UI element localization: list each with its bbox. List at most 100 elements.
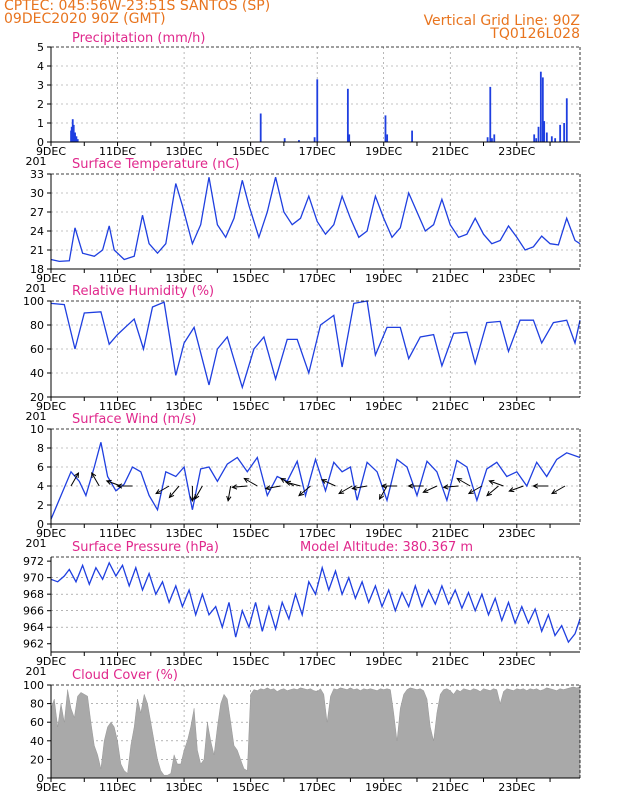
wind-arrow-shaft: [509, 485, 524, 492]
x-tick-label: 21DEC: [432, 655, 469, 668]
precip-bar: [74, 132, 76, 142]
x-tick-label: 17DEC: [299, 145, 336, 158]
precip-bar: [491, 138, 493, 142]
precip-bar: [259, 113, 262, 142]
wind-arrow-head: [338, 489, 345, 495]
x-tick-label: 11DEC: [99, 655, 136, 668]
x-tick-label: 15DEC: [232, 272, 269, 285]
x-year-label: 201: [26, 665, 47, 678]
precip-bar: [70, 126, 73, 142]
x-tick-label: 19DEC: [365, 272, 402, 285]
y-tick-label: 30: [30, 187, 44, 200]
wind-arrow-head: [298, 490, 305, 497]
precip-bar: [384, 115, 387, 142]
wind-arrow-head: [351, 485, 358, 491]
y-tick-label: 33: [30, 168, 44, 181]
y-tick-label: 4: [37, 480, 44, 493]
series-line-3: [50, 300, 581, 390]
wind-arrow-shaft: [321, 479, 336, 487]
wind-arrow-shaft: [423, 485, 438, 493]
wind-arrow-head: [231, 484, 238, 490]
precip-bar: [493, 134, 496, 142]
wind-arrow-shaft: [551, 485, 566, 494]
precip-bar: [565, 98, 568, 142]
x-tick-label: 15DEC: [232, 527, 269, 540]
wind-arrow-head: [91, 472, 97, 479]
cloud-cover-area: [50, 686, 581, 779]
wind-arrow-shaft: [227, 485, 232, 501]
x-tick-label: 9DEC: [36, 781, 66, 794]
x-tick-label: 9DEC: [36, 400, 66, 413]
panel-2: [47, 173, 581, 273]
x-tick-label: 9DEC: [36, 272, 66, 285]
x-tick-label: 15DEC: [232, 145, 269, 158]
precip-bar: [543, 121, 546, 142]
y-tick-label: 3: [37, 79, 44, 92]
x-tick-label: 23DEC: [498, 527, 535, 540]
wind-arrow-shaft: [443, 485, 459, 488]
panel-title: Cloud Cover (%): [72, 668, 178, 683]
precip-bar: [554, 138, 557, 142]
run-date-header: 09DEC2020 90Z (GMT): [4, 11, 166, 27]
x-tick-label: 13DEC: [166, 527, 203, 540]
wind-arrow-head: [226, 495, 232, 502]
x-tick-label: 13DEC: [166, 781, 203, 794]
precip-bar: [283, 138, 286, 142]
x-tick-label: 9DEC: [36, 655, 66, 668]
y-tick-label: 20: [30, 391, 44, 404]
wind-arrow-shaft: [486, 485, 499, 497]
x-tick-label: 21DEC: [432, 145, 469, 158]
x-tick-label: 19DEC: [365, 145, 402, 158]
x-tick-label: 23DEC: [498, 400, 535, 413]
wind-arrow-head: [550, 489, 558, 495]
y-tick-label: 100: [23, 679, 44, 692]
wind-arrow-shaft: [456, 478, 471, 487]
x-tick-label: 21DEC: [432, 400, 469, 413]
wind-arrow-head: [422, 488, 429, 493]
x-tick-label: 13DEC: [166, 400, 203, 413]
x-tick-label: 13DEC: [166, 272, 203, 285]
precip-bar: [563, 123, 566, 142]
precip-bar: [541, 77, 544, 142]
wind-arrow-head: [380, 483, 387, 489]
precip-bar: [75, 136, 78, 142]
precip-bar: [545, 132, 548, 142]
y-tick-label: 5: [37, 41, 44, 54]
wind-arrow-shaft: [298, 485, 311, 497]
wind-arrow-head: [456, 477, 463, 483]
model-altitude-label: Model Altitude: 380.367 m: [300, 540, 473, 555]
wind-arrow-head: [508, 487, 515, 493]
wind-arrow-head: [155, 489, 162, 495]
x-tick-label: 13DEC: [166, 145, 203, 158]
precip-bar: [298, 140, 300, 142]
y-tick-label: 0: [37, 136, 44, 149]
vertical-grid-header: Vertical Grid Line: 90Z: [423, 13, 580, 29]
precip-bar: [316, 79, 319, 142]
wind-arrow-shaft: [155, 485, 170, 494]
y-tick-label: 100: [23, 295, 44, 308]
precip-bar: [71, 119, 74, 142]
x-tick-label: 21DEC: [432, 272, 469, 285]
wind-arrow-shaft: [285, 481, 301, 487]
y-tick-label: 18: [30, 263, 44, 276]
x-tick-label: 23DEC: [498, 781, 535, 794]
series-line-4: [50, 442, 581, 520]
precip-bar: [489, 86, 492, 142]
y-tick-label: 24: [30, 225, 44, 238]
wind-arrow-head: [194, 493, 200, 500]
precip-bar: [533, 134, 536, 142]
wind-arrow-head: [74, 472, 80, 479]
y-tick-label: 10: [30, 423, 44, 436]
x-tick-label: 19DEC: [365, 655, 402, 668]
wind-arrow-head: [168, 492, 175, 499]
y-tick-label: 21: [30, 244, 44, 257]
y-tick-label: 964: [23, 621, 44, 634]
wind-arrow-shaft: [244, 478, 258, 487]
wind-arrow-head: [189, 496, 196, 503]
precip-bar: [535, 138, 538, 142]
x-tick-label: 19DEC: [365, 527, 402, 540]
y-tick-label: 80: [30, 698, 44, 711]
wind-arrow-head: [467, 489, 474, 495]
panel-6: [47, 684, 581, 782]
